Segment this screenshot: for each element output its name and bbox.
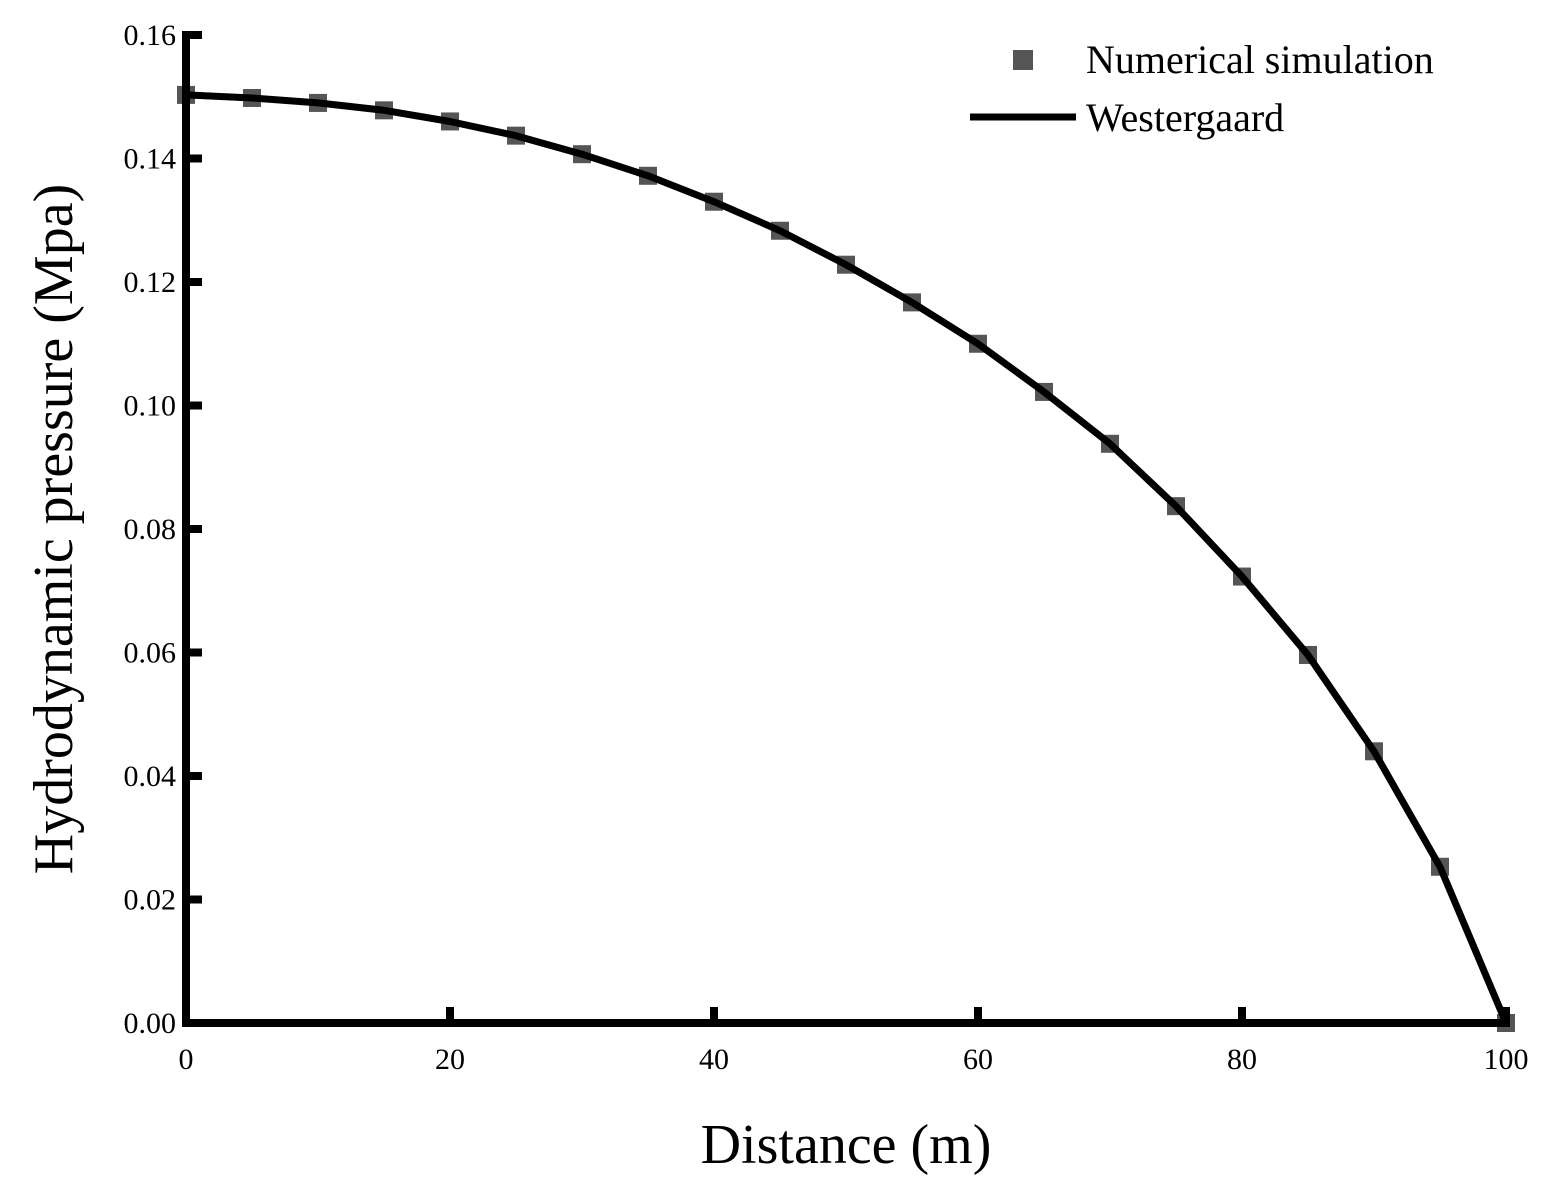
- y-tick-label: 0.08: [124, 513, 177, 546]
- legend-label-westergaard: Westergaard: [1086, 95, 1284, 140]
- x-axis-title: Distance (m): [701, 1114, 992, 1176]
- legend-marker-numerical-simulation: [1013, 50, 1033, 70]
- x-tick-label: 100: [1484, 1043, 1529, 1076]
- x-tick-label: 80: [1227, 1043, 1257, 1076]
- y-tick-label: 0.12: [124, 266, 177, 299]
- y-tick-label: 0.10: [124, 390, 177, 423]
- x-tick-label: 40: [699, 1043, 729, 1076]
- x-tick-label: 20: [435, 1043, 465, 1076]
- y-axis-title: Hydrodynamic pressure (Mpa): [23, 184, 85, 874]
- legend-label-numerical-simulation: Numerical simulation: [1086, 37, 1434, 82]
- y-tick-label: 0.02: [124, 884, 177, 917]
- westergaard-line: [182, 91, 1510, 1027]
- y-tick-label: 0.00: [124, 1007, 177, 1040]
- y-tick-label: 0.16: [124, 19, 177, 52]
- y-tick-label: 0.04: [124, 760, 177, 793]
- x-tick-label: 0: [179, 1043, 194, 1076]
- y-tick-label: 0.14: [124, 143, 177, 176]
- x-tick-label: 60: [963, 1043, 993, 1076]
- y-tick-label: 0.06: [124, 637, 177, 670]
